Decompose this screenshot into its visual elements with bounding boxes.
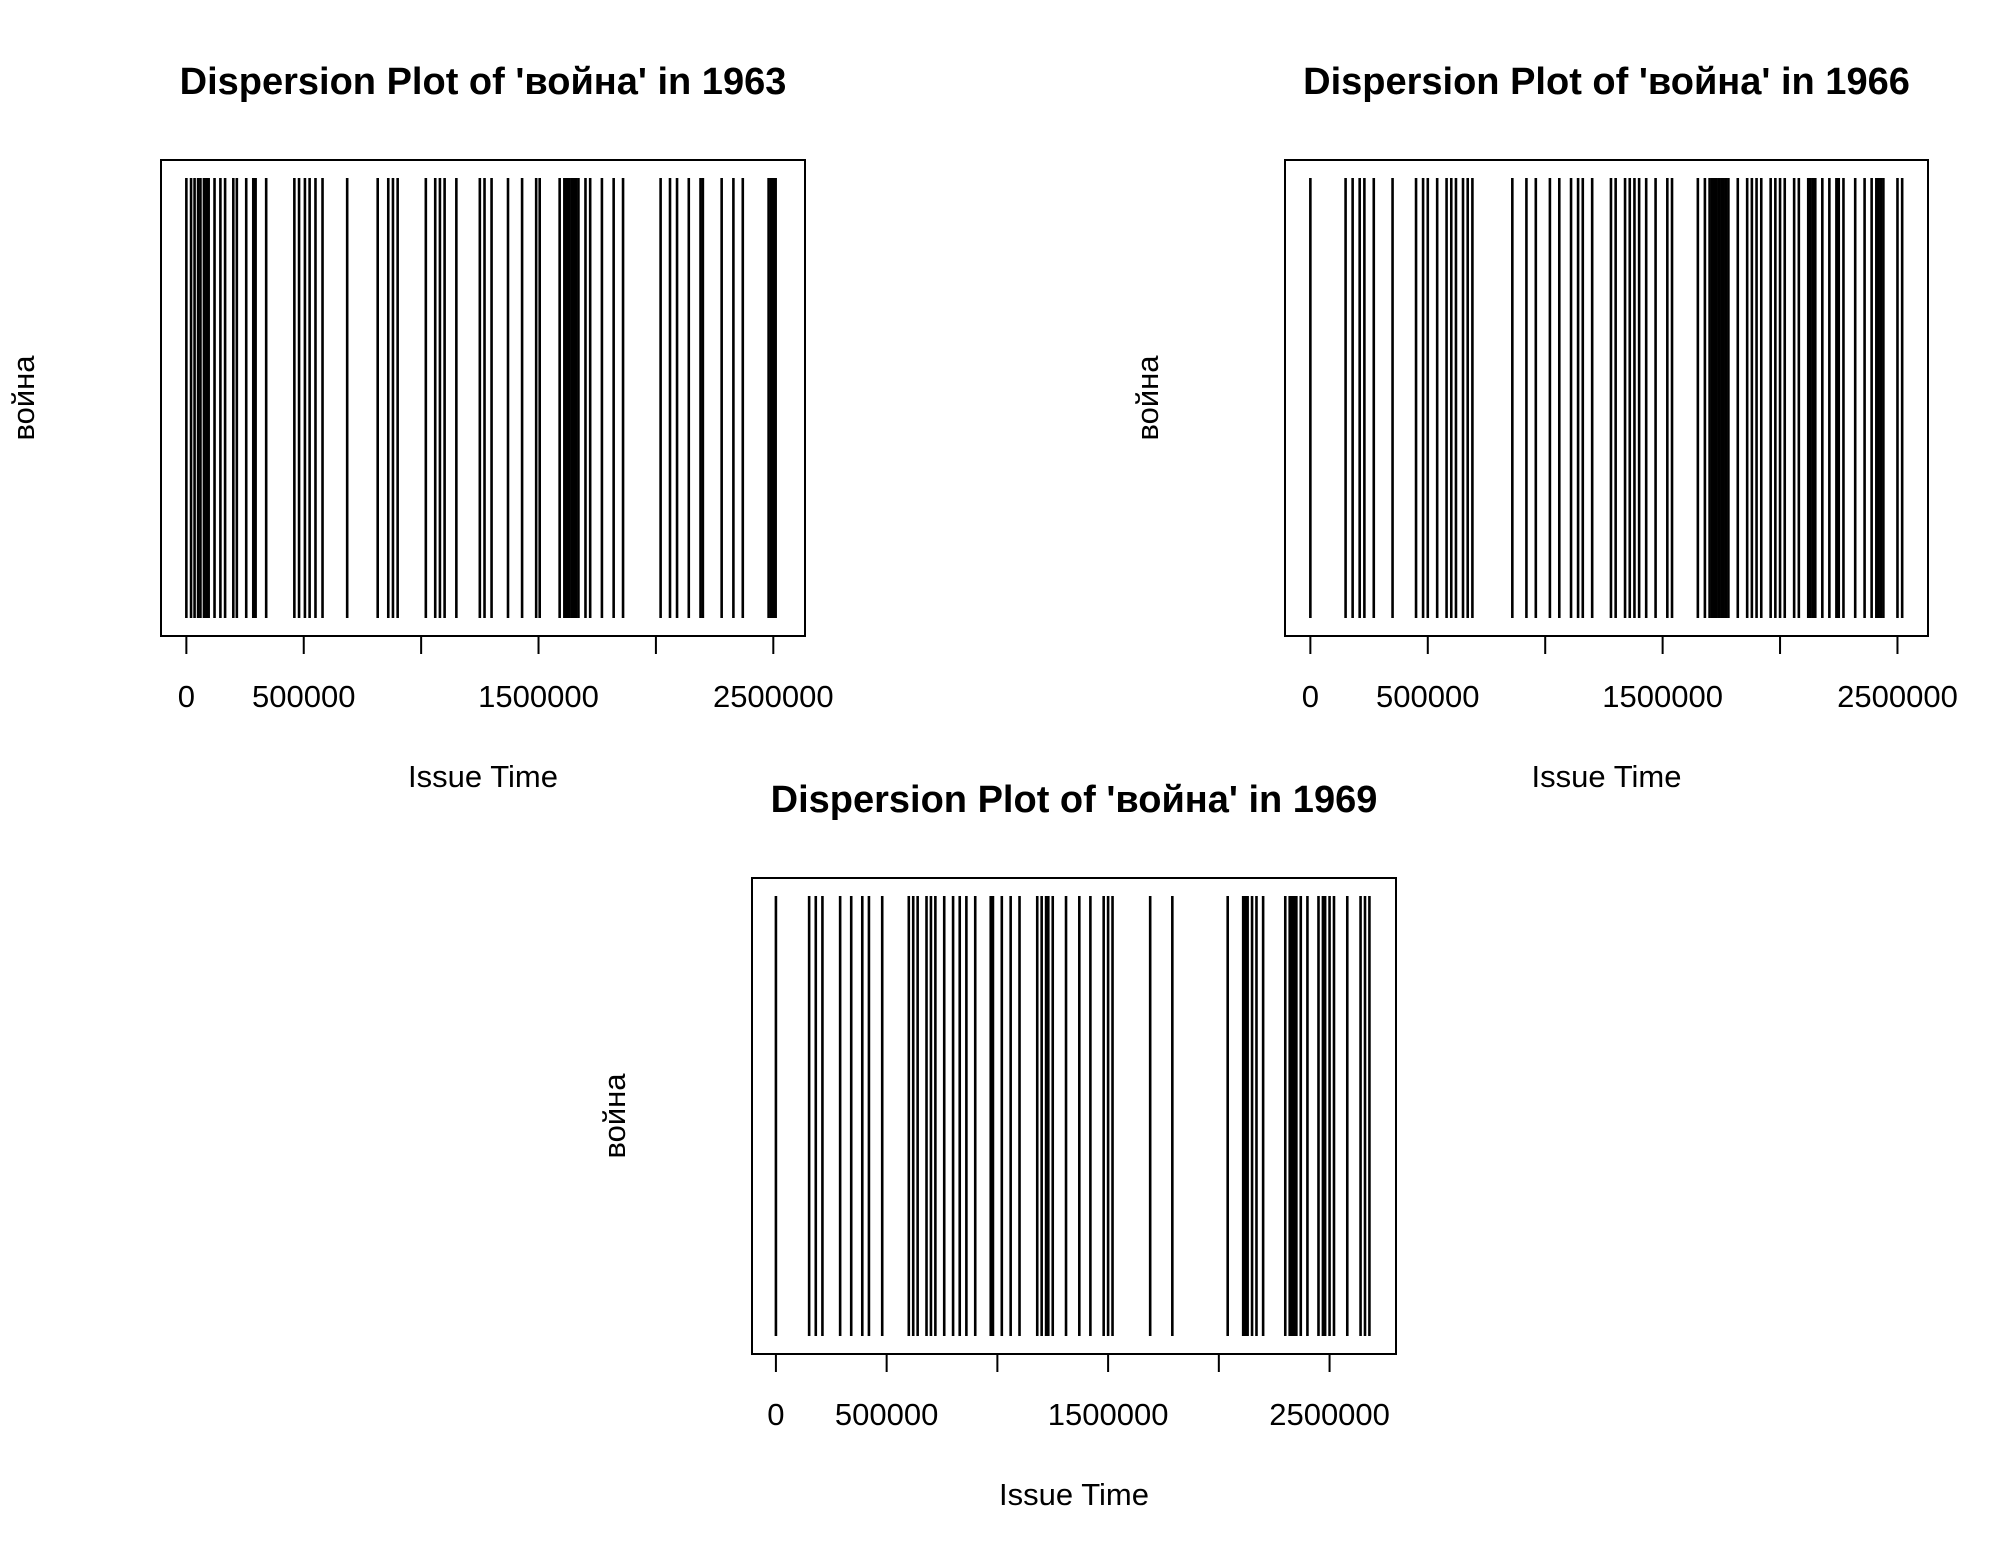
panel-1-x-tick-label-0: 0: [178, 679, 195, 714]
panel-2-x-tick-label-0: 0: [1302, 679, 1319, 714]
panel-1-x-axis-label: Issue Time: [408, 759, 558, 794]
panel-1-x-tick-label-1: 500000: [252, 679, 355, 714]
panel-3-x-tick-label-5: 2500000: [1269, 1397, 1390, 1432]
panel-3-chart-title: Dispersion Plot of 'война' in 1969: [771, 779, 1378, 821]
panel-2-y-axis-label: война: [1130, 355, 1165, 441]
panel-2-x-tick-label-3: 1500000: [1602, 679, 1723, 714]
panel-2-x-axis-label: Issue Time: [1532, 759, 1682, 794]
panel-3-x-tick-label-1: 500000: [835, 1397, 938, 1432]
panel-1-x-tick-label-3: 1500000: [478, 679, 599, 714]
panel-2-x-tick-label-1: 500000: [1376, 679, 1479, 714]
panel-3-x-axis-label: Issue Time: [999, 1477, 1149, 1512]
panel-2-x-tick-label-5: 2500000: [1837, 679, 1958, 714]
panel-2-chart-title: Dispersion Plot of 'война' in 1966: [1303, 61, 1910, 103]
panel-2-plot-frame: [1284, 159, 1929, 637]
panel-3-y-axis-label: война: [597, 1073, 632, 1159]
panel-1-chart-title: Dispersion Plot of 'война' in 1963: [180, 61, 787, 103]
panel-1-y-axis-label: война: [6, 355, 41, 441]
panel-3-x-tick-label-0: 0: [767, 1397, 784, 1432]
panel-3-x-tick-label-3: 1500000: [1048, 1397, 1169, 1432]
panel-3-plot-frame: [751, 877, 1397, 1355]
panel-1-plot-frame: [160, 159, 806, 637]
panel-1-x-tick-label-5: 2500000: [713, 679, 834, 714]
